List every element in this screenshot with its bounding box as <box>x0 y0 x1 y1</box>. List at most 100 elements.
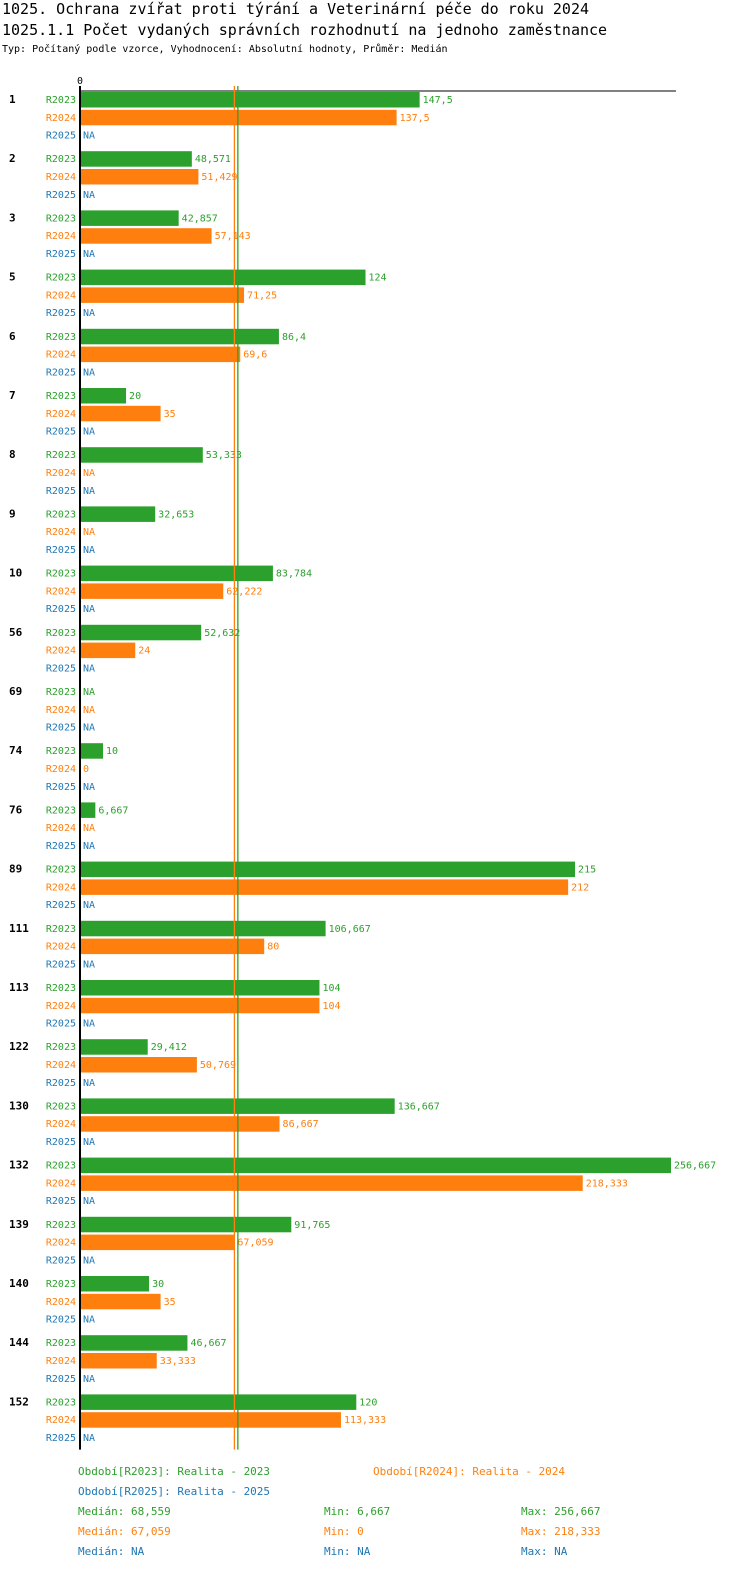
series-tick-label: R2024 <box>46 231 76 242</box>
data-label: NA <box>83 1433 95 1444</box>
data-label: 67,059 <box>237 1238 273 1249</box>
data-label: NA <box>83 249 95 260</box>
category-label: 130 <box>9 1099 29 1112</box>
bar-r2024 <box>80 228 212 244</box>
data-label: 53,333 <box>206 450 242 461</box>
data-label: 35 <box>164 409 176 420</box>
legend-r2024: Období[R2024]: Realita - 2024 <box>373 1465 566 1478</box>
category-label: 7 <box>9 389 16 402</box>
data-label: NA <box>83 367 95 378</box>
series-tick-label: R2024 <box>46 1119 76 1130</box>
series-tick-label: R2025 <box>46 782 76 793</box>
series-tick-label: R2024 <box>46 1415 76 1426</box>
data-label: NA <box>83 1255 95 1266</box>
data-label: NA <box>83 1019 95 1030</box>
legend-r2023: Období[R2023]: Realita - 2023 <box>78 1465 271 1478</box>
category-label: 6 <box>9 330 16 343</box>
data-label: NA <box>83 841 95 852</box>
category-label: 1 <box>9 93 16 106</box>
series-tick-label: R2023 <box>46 983 76 994</box>
series-tick-label: R2023 <box>46 1161 76 1172</box>
data-label: NA <box>83 723 95 734</box>
category-label: 139 <box>9 1218 29 1231</box>
series-tick-label: R2025 <box>46 545 76 556</box>
bar-r2023 <box>80 269 366 286</box>
data-label: NA <box>83 427 95 438</box>
data-label: NA <box>83 959 95 970</box>
series-tick-label: R2023 <box>46 1101 76 1112</box>
series-tick-label: R2025 <box>46 367 76 378</box>
data-label: 10 <box>106 746 118 757</box>
bar-r2023 <box>80 151 192 167</box>
series-tick-label: R2025 <box>46 604 76 615</box>
bar-r2024 <box>80 938 265 955</box>
data-label: 24 <box>138 646 150 657</box>
data-label: 42,857 <box>182 213 218 224</box>
series-tick-label: R2024 <box>46 586 76 597</box>
bar-r2024 <box>80 1116 280 1132</box>
bar-r2023 <box>80 1394 357 1410</box>
series-tick-label: R2023 <box>46 687 76 698</box>
data-label: 35 <box>164 1297 176 1308</box>
category-label: 2 <box>9 152 16 165</box>
stat-r2024-median: Medián: 67,059 <box>78 1525 171 1538</box>
series-tick-label: R2024 <box>46 113 76 124</box>
data-label: 256,667 <box>674 1161 716 1172</box>
category-label: 8 <box>9 448 16 461</box>
series-tick-label: R2025 <box>46 1078 76 1089</box>
data-label: NA <box>83 1374 95 1385</box>
data-label: 52,632 <box>204 628 240 639</box>
series-tick-label: R2023 <box>46 1220 76 1231</box>
series-tick-label: R2023 <box>46 865 76 876</box>
series-tick-label: R2024 <box>46 468 76 479</box>
series-tick-label: R2025 <box>46 308 76 319</box>
series-tick-label: R2024 <box>46 527 76 538</box>
series-tick-label: R2023 <box>46 450 76 461</box>
stat-r2025-median: Medián: NA <box>78 1545 145 1558</box>
category-label: 56 <box>9 626 23 639</box>
bar-chart: 0 1 R2023 147,5 R2024 137,5 R2025 NA 2 R2023 48,57… <box>9 76 716 1450</box>
data-label: 91,765 <box>294 1220 330 1231</box>
series-tick-label: R2023 <box>46 213 76 224</box>
series-tick-label: R2025 <box>46 190 76 201</box>
data-label: 57,143 <box>215 231 251 242</box>
series-tick-label: R2025 <box>46 427 76 438</box>
stat-r2024-max: Max: 218,333 <box>521 1525 601 1538</box>
data-label: NA <box>83 486 95 497</box>
series-tick-label: R2024 <box>46 942 76 953</box>
category-label: 3 <box>9 211 16 224</box>
bar-r2024 <box>80 1412 341 1428</box>
data-label: NA <box>83 308 95 319</box>
bar-r2024 <box>80 287 245 303</box>
category-label: 152 <box>9 1395 29 1408</box>
data-label: 51,429 <box>201 172 237 183</box>
series-tick-label: R2025 <box>46 486 76 497</box>
data-label: 147,5 <box>423 95 453 106</box>
category-label: 122 <box>9 1040 29 1053</box>
bar-r2023 <box>80 1216 292 1233</box>
bar-r2023 <box>80 565 273 582</box>
data-label: 46,667 <box>190 1338 226 1349</box>
category-label: 9 <box>9 507 16 520</box>
series-tick-label: R2025 <box>46 723 76 734</box>
data-label: 50,769 <box>200 1060 236 1071</box>
data-label: 30 <box>152 1279 164 1290</box>
data-label: NA <box>83 900 95 911</box>
bar-r2024 <box>80 1175 583 1191</box>
data-label: NA <box>83 468 95 479</box>
bar-r2023 <box>80 447 203 463</box>
data-label: NA <box>83 190 95 201</box>
bar-r2024 <box>80 997 320 1014</box>
series-tick-label: R2024 <box>46 1001 76 1012</box>
category-label: 111 <box>9 922 29 935</box>
data-label: 6,667 <box>98 805 128 816</box>
bar-r2024 <box>80 1057 197 1073</box>
data-label: 83,784 <box>276 569 312 580</box>
category-label: 69 <box>9 685 22 698</box>
series-tick-label: R2025 <box>46 841 76 852</box>
bar-r2023 <box>80 1276 150 1292</box>
category-label: 140 <box>9 1277 29 1290</box>
bar-r2024 <box>80 346 241 363</box>
series-tick-label: R2023 <box>46 273 76 284</box>
category-label: 144 <box>9 1336 29 1349</box>
